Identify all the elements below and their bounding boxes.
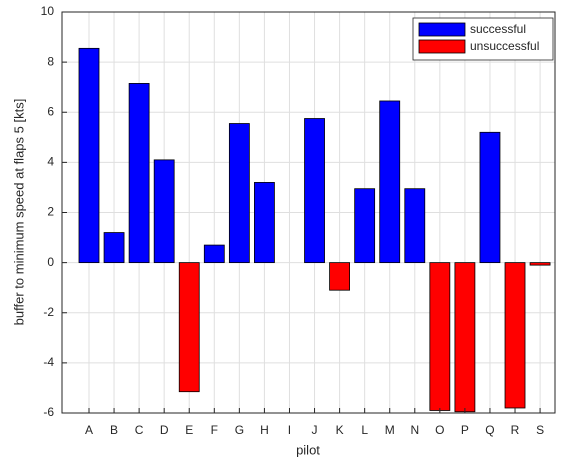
y-tick-label: -6 xyxy=(43,405,54,419)
x-tick-label: M xyxy=(385,423,395,437)
x-axis-label: pilot xyxy=(296,442,320,457)
bar xyxy=(254,182,275,264)
y-tick-label: 6 xyxy=(47,104,54,118)
bar xyxy=(128,83,150,264)
bar xyxy=(379,100,401,264)
y-axis-label: buffer to minimum speed at flaps 5 [kts] xyxy=(11,99,26,326)
bar xyxy=(78,47,100,264)
bar xyxy=(203,244,225,264)
bar xyxy=(479,131,501,264)
bar xyxy=(228,123,250,264)
x-tick-label: D xyxy=(160,423,169,437)
x-tick-label: I xyxy=(288,423,291,437)
x-tick-label: J xyxy=(312,423,318,437)
legend-label: successful xyxy=(470,22,526,36)
x-tick-label: Q xyxy=(485,423,494,437)
y-tick-label: -2 xyxy=(43,305,54,319)
labels: -6 -4 -2 0 2 4 6 8 10 A B C D E F G H I J K L M N O P Q R S xyxy=(41,4,544,437)
x-tick-label: E xyxy=(185,423,193,437)
x-tick-label: P xyxy=(461,423,469,437)
bars xyxy=(78,47,551,413)
x-tick-label: C xyxy=(135,423,144,437)
legend-swatch xyxy=(418,39,466,54)
x-tick-label: L xyxy=(361,423,368,437)
x-tick-label: S xyxy=(536,423,544,437)
bar xyxy=(454,262,476,413)
y-tick-label: 10 xyxy=(41,4,55,18)
bar xyxy=(103,232,125,264)
bar xyxy=(178,262,200,393)
y-tick-label: 4 xyxy=(47,155,54,169)
x-tick-label: B xyxy=(110,423,118,437)
bar xyxy=(529,262,551,266)
bar xyxy=(304,118,325,264)
x-tick-label: A xyxy=(85,423,93,437)
bar xyxy=(354,188,376,264)
legend: successful unsuccessful xyxy=(412,17,554,61)
y-tick-label: -4 xyxy=(43,355,54,369)
x-tick-label: K xyxy=(336,423,344,437)
bar xyxy=(153,159,175,264)
bar xyxy=(504,262,526,409)
x-tick-label: O xyxy=(435,423,444,437)
bar xyxy=(404,188,426,264)
x-tick-label: H xyxy=(260,423,269,437)
y-tick-label: 8 xyxy=(47,54,54,68)
y-tick-label: 2 xyxy=(47,205,54,219)
x-tick-label: N xyxy=(410,423,419,437)
y-tick-label: 0 xyxy=(47,255,54,269)
bar xyxy=(329,262,351,291)
x-tick-label: R xyxy=(511,423,520,437)
x-tick-label: F xyxy=(211,423,218,437)
x-tick-label: G xyxy=(235,423,244,437)
legend-label: unsuccessful xyxy=(470,39,539,53)
legend-swatch xyxy=(418,22,466,37)
bar xyxy=(429,262,451,411)
